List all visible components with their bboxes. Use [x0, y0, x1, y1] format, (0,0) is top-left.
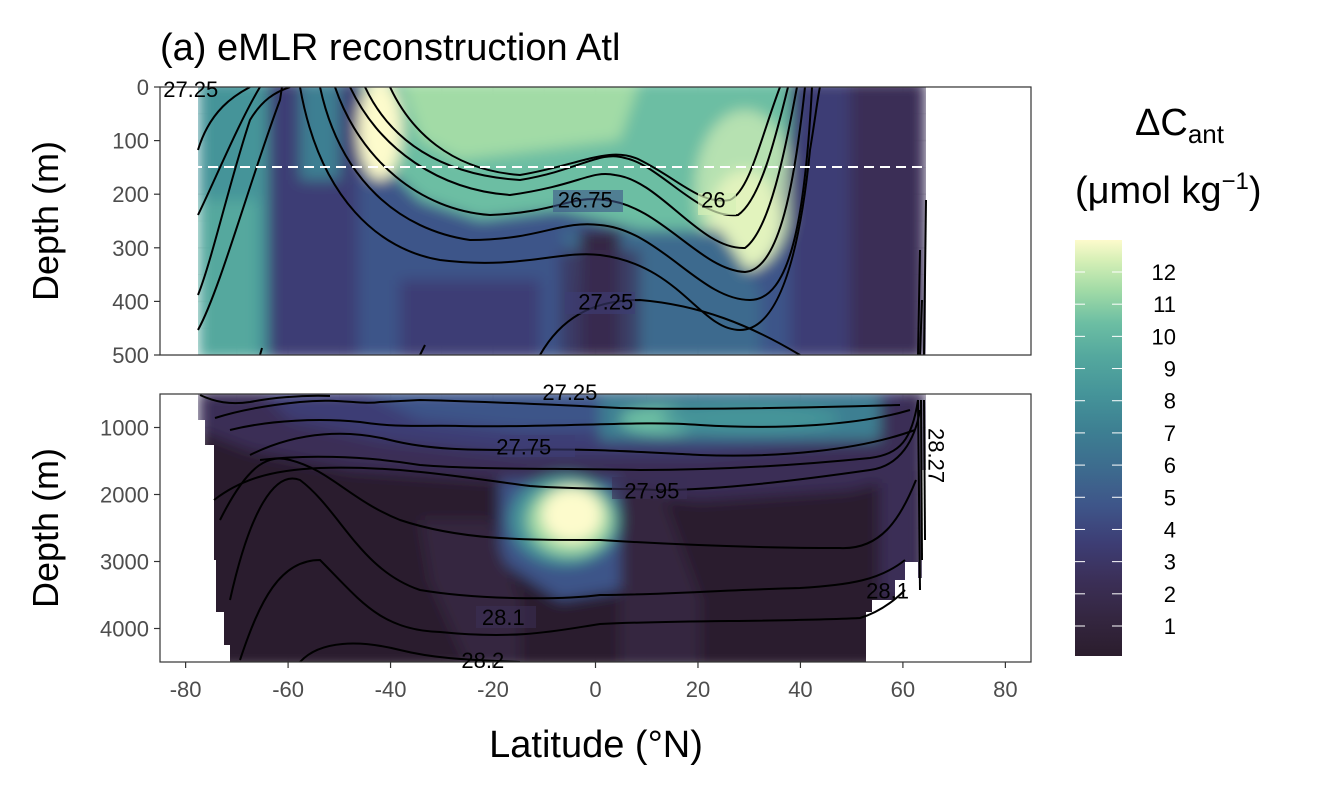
y-tick-label: 300	[112, 236, 149, 261]
x-tick-label: 80	[993, 677, 1017, 702]
y-tick-label: 0	[137, 75, 149, 100]
isopycnal-label: 28.2	[461, 648, 504, 673]
x-tick-label: 20	[686, 677, 710, 702]
lower-panel-field	[160, 394, 1031, 662]
y-axis-label-top: Depth (m)	[25, 141, 66, 301]
isopycnal-label: 28.1	[482, 605, 525, 630]
isopycnal-label: 27.75	[496, 434, 551, 459]
legend-title: ΔCant	[1135, 102, 1225, 149]
legend-tick-label: 5	[1164, 485, 1176, 510]
legend-tick-label: 6	[1164, 453, 1176, 478]
x-tick-label: -60	[272, 677, 304, 702]
x-tick-label: -40	[375, 677, 407, 702]
y-tick-label: 200	[112, 182, 149, 207]
y-tick-label: 100	[112, 129, 149, 154]
x-tick-label: -80	[170, 677, 202, 702]
x-ticks: -80 -60 -40 -20 0 20 40 60 80	[170, 662, 1018, 702]
legend-unit: (μmol kg−1)	[1075, 168, 1262, 212]
legend-tick-label: 9	[1164, 357, 1176, 382]
x-tick-label: 40	[788, 677, 812, 702]
legend-tick-label: 8	[1164, 389, 1176, 414]
y-tick-label: 500	[112, 343, 149, 368]
isopycnal-label: 26	[701, 188, 725, 213]
isopycnal-label: 27.25	[542, 380, 597, 405]
legend-tick-label: 7	[1164, 421, 1176, 446]
legend-tick-label: 11	[1153, 292, 1176, 317]
legend-tick-label: 12	[1152, 260, 1176, 285]
lower-y-ticks: 1000 2000 3000 4000	[100, 416, 160, 642]
y-tick-label: 400	[112, 289, 149, 314]
legend-tick-label: 3	[1164, 550, 1176, 575]
legend-colorbar	[1075, 240, 1122, 656]
x-axis-label: Latitude (°N)	[489, 724, 703, 766]
isopycnal-label: 27.95	[624, 478, 679, 503]
upper-panel-border	[159, 86, 1032, 356]
x-tick-label: -20	[477, 677, 509, 702]
y-tick-label: 2000	[100, 483, 149, 508]
y-axis-label-bottom: Depth (m)	[25, 448, 66, 608]
y-tick-label: 3000	[100, 550, 149, 575]
isopycnal-labels: 27.25 26.75 26 27.25 27.25 27.75 27.95 28.1 28.1…	[163, 77, 948, 673]
isopycnal-label: 27.25	[163, 77, 218, 102]
isopycnal-label: 27.25	[578, 289, 633, 314]
isopycnal-label: 28.27	[924, 428, 949, 483]
legend-tick-label: 2	[1164, 582, 1176, 607]
y-tick-label: 1000	[100, 416, 149, 441]
chart-title: (a) eMLR reconstruction Atl	[160, 27, 620, 69]
legend-tick-label: 10	[1152, 324, 1176, 349]
legend-tick-label: 4	[1164, 517, 1176, 542]
isopycnal-label: 28.1	[866, 578, 909, 603]
x-tick-label: 60	[891, 677, 915, 702]
upper-y-ticks: 0 100 200 300 400 500	[112, 75, 160, 368]
x-tick-label: 0	[589, 677, 601, 702]
upper-panel-field	[160, 87, 1031, 355]
legend-tick-label: 1	[1164, 614, 1176, 639]
isopycnal-label: 26.75	[558, 188, 613, 213]
y-tick-label: 4000	[100, 617, 149, 642]
